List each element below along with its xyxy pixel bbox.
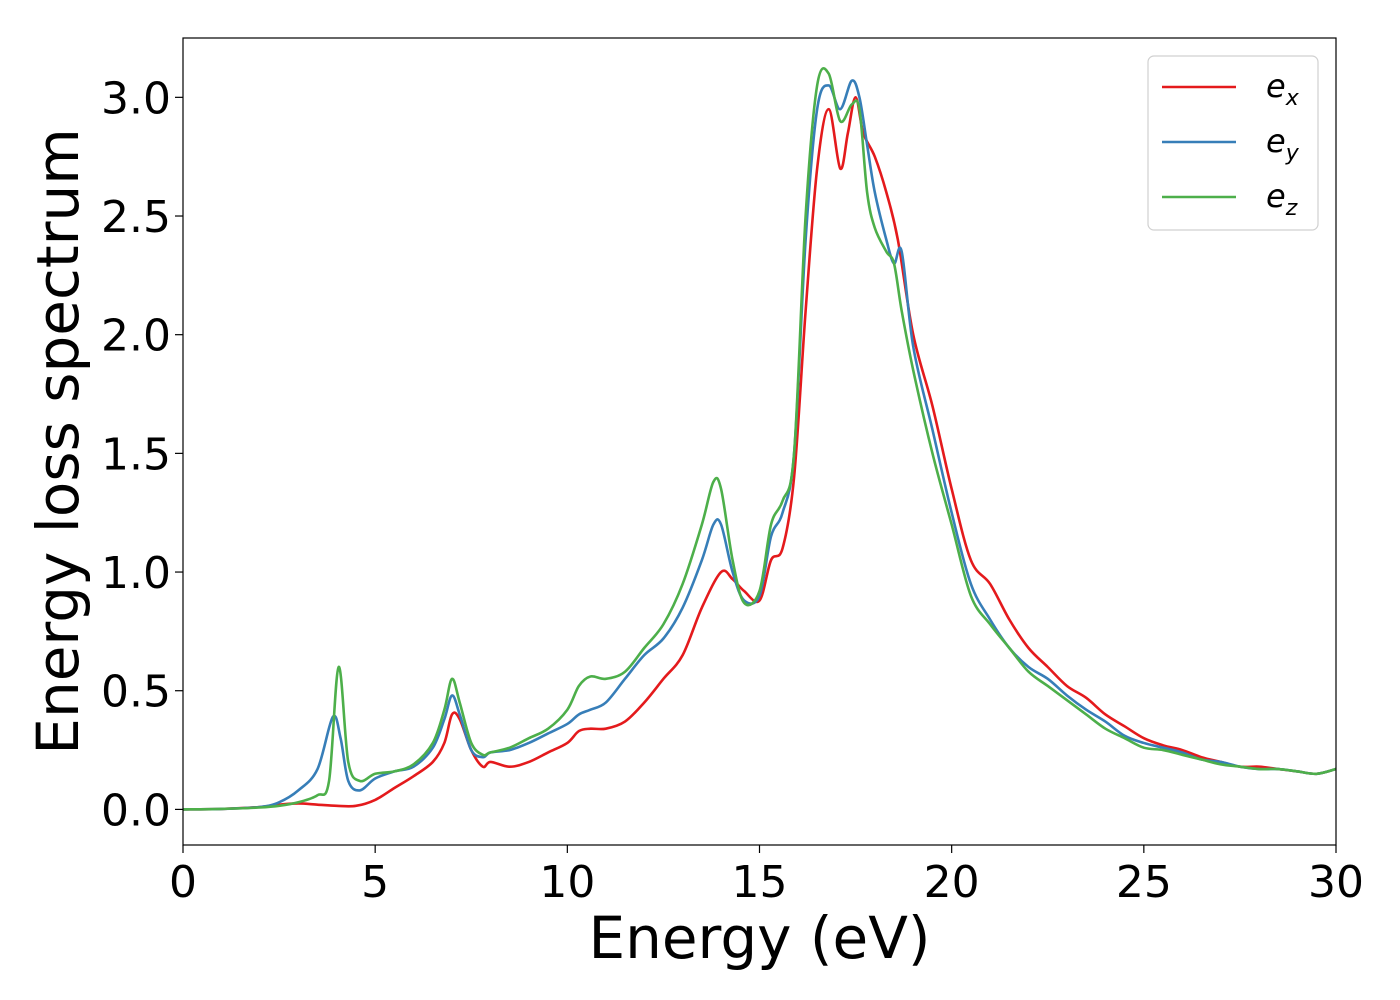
legend-label: ez [1266, 177, 1298, 221]
y-tick-label: 1.0 [101, 548, 171, 599]
legend-label: ey [1266, 122, 1300, 166]
y-tick-label: 1.5 [101, 429, 171, 480]
x-tick-label: 0 [169, 857, 197, 908]
y-tick-label: 3.0 [101, 73, 171, 124]
x-axis-title: Energy (eV) [588, 904, 930, 972]
y-axis-title: Energy loss spectrum [24, 128, 92, 754]
x-tick-label: 15 [732, 857, 788, 908]
x-tick-label: 30 [1308, 857, 1364, 908]
y-axis-ticks: 0.0 0.5 1.0 1.5 2.0 2.5 3.0 [101, 73, 183, 836]
series-line-e-z [182, 67, 1337, 811]
series-line-e-y [182, 79, 1337, 811]
y-tick-label: 0.5 [101, 667, 171, 718]
x-tick-label: 10 [539, 857, 595, 908]
series-line-e-x [182, 96, 1337, 811]
y-tick-label: 2.5 [101, 192, 171, 243]
x-axis-ticks: 0 5 10 15 20 25 30 [169, 845, 1364, 908]
legend-label: ex [1266, 67, 1300, 111]
legend: ex ey ez [1147, 55, 1319, 231]
x-tick-label: 20 [924, 857, 980, 908]
x-tick-label: 25 [1116, 857, 1172, 908]
series-layer [182, 67, 1337, 811]
x-tick-label: 5 [361, 857, 389, 908]
y-tick-label: 2.0 [101, 311, 171, 362]
y-tick-label: 0.0 [101, 785, 171, 836]
